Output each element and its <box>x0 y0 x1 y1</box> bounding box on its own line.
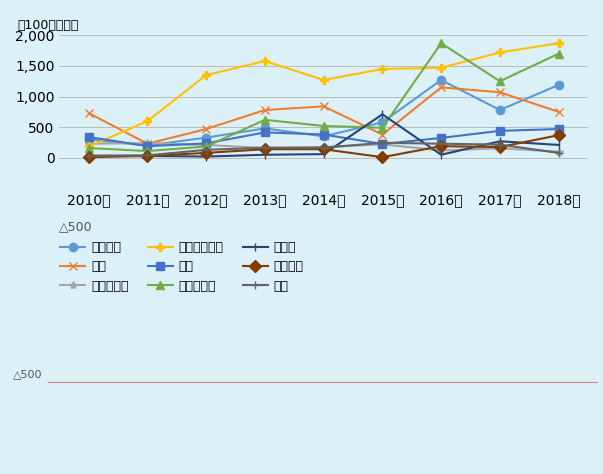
台湾 <box>496 142 504 147</box>
タイ <box>203 126 210 132</box>
Line: タイ: タイ <box>84 83 563 148</box>
ベトナム <box>320 134 327 139</box>
ベトナム <box>496 107 504 113</box>
フィリピン <box>203 142 210 148</box>
マレーシア <box>379 125 386 131</box>
マレーシア <box>555 51 562 56</box>
ベトナム <box>379 119 386 125</box>
Line: 日本: 日本 <box>84 125 563 150</box>
インド <box>261 152 268 157</box>
Text: △500: △500 <box>59 220 93 234</box>
Line: インドネシア: インドネシア <box>84 39 563 151</box>
フィリピン <box>496 146 504 151</box>
フィリピン <box>320 144 327 150</box>
台湾 <box>555 150 562 156</box>
メキシコ <box>438 143 445 149</box>
台湾 <box>438 141 445 146</box>
インド <box>438 152 445 157</box>
インドネシア <box>203 72 210 78</box>
フィリピン <box>144 140 151 146</box>
タイ <box>438 84 445 90</box>
台湾 <box>144 153 151 158</box>
Line: 台湾: 台湾 <box>84 138 563 160</box>
フィリピン <box>379 141 386 147</box>
インドネシア <box>555 40 562 46</box>
インドネシア <box>379 66 386 72</box>
日本 <box>261 129 268 135</box>
インドネシア <box>85 144 92 149</box>
ベトナム <box>555 82 562 88</box>
インド <box>320 151 327 157</box>
日本 <box>496 128 504 134</box>
マレーシア <box>85 145 92 151</box>
タイ <box>555 109 562 115</box>
フィリピン <box>555 149 562 155</box>
マレーシア <box>438 40 445 46</box>
日本 <box>85 134 92 140</box>
メキシコ <box>555 132 562 138</box>
フィリピン <box>438 147 445 153</box>
Line: インド: インド <box>84 110 563 161</box>
ベトナム <box>203 135 210 140</box>
台湾 <box>320 145 327 151</box>
マレーシア <box>203 144 210 149</box>
日本 <box>438 135 445 141</box>
日本 <box>555 126 562 132</box>
インド <box>555 142 562 148</box>
マレーシア <box>261 117 268 123</box>
ベトナム <box>85 137 92 142</box>
台湾 <box>379 140 386 146</box>
タイ <box>85 110 92 116</box>
インドネシア <box>144 118 151 124</box>
インド <box>144 153 151 159</box>
ベトナム <box>438 77 445 83</box>
インドネシア <box>438 65 445 71</box>
Line: マレーシア: マレーシア <box>84 39 563 155</box>
Line: フィリピン: フィリピン <box>84 139 563 156</box>
インドネシア <box>496 50 504 55</box>
日本 <box>320 132 327 137</box>
タイ <box>496 90 504 95</box>
インドネシア <box>261 58 268 64</box>
フィリピン <box>261 145 268 151</box>
台湾 <box>85 153 92 159</box>
ベトナム <box>261 126 268 131</box>
Text: （100万ドル）: （100万ドル） <box>17 19 78 32</box>
インド <box>379 111 386 117</box>
メキシコ <box>261 146 268 152</box>
フィリピン <box>85 141 92 146</box>
メキシコ <box>203 150 210 156</box>
インド <box>203 154 210 159</box>
タイ <box>144 141 151 146</box>
タイ <box>320 103 327 109</box>
メキシコ <box>320 146 327 152</box>
メキシコ <box>85 155 92 160</box>
マレーシア <box>320 123 327 129</box>
Line: ベトナム: ベトナム <box>84 76 563 150</box>
日本 <box>144 143 151 149</box>
台湾 <box>261 145 268 151</box>
メキシコ <box>496 144 504 150</box>
メキシコ <box>379 155 386 160</box>
Text: △500: △500 <box>13 369 42 379</box>
タイ <box>261 107 268 113</box>
インドネシア <box>320 77 327 83</box>
メキシコ <box>144 153 151 159</box>
台湾 <box>203 147 210 153</box>
マレーシア <box>496 78 504 84</box>
日本 <box>203 141 210 146</box>
インド <box>496 138 504 144</box>
ベトナム <box>144 143 151 148</box>
Line: メキシコ: メキシコ <box>84 131 563 161</box>
マレーシア <box>144 148 151 154</box>
インド <box>85 153 92 158</box>
Legend: ベトナム, タイ, フィリピン, インドネシア, 日本, マレーシア, インド, メキシコ, 台湾: ベトナム, タイ, フィリピン, インドネシア, 日本, マレーシア, インド,… <box>55 236 309 298</box>
日本 <box>379 141 386 147</box>
タイ <box>379 132 386 137</box>
